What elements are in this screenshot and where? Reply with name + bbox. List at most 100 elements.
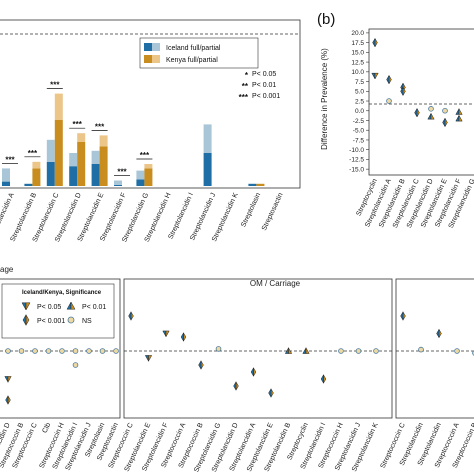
c2-point-1 (144, 355, 153, 363)
c2-point-13 (355, 348, 362, 354)
b-point-1 (371, 72, 379, 80)
b-ytick-15-0: -15.0 (349, 166, 364, 173)
panel-c2-frame (123, 278, 393, 419)
b-ytick-7-5: -7.5 (353, 137, 365, 144)
bar-kenya-full-partial-full-streptolancidin-e (99, 146, 108, 186)
b-ytick-2-5: -2.5 (353, 118, 365, 125)
panel-c3-frame (395, 278, 474, 419)
bar-iceland-full-partial-partial-streptolancidin-d (69, 153, 78, 167)
bar-iceland-full-partial-partial-streptolancidin-e (91, 150, 100, 164)
legend-swatch-iceland-full (144, 43, 152, 51)
bar-iceland-full-partial-full-streptolancidin-f (114, 184, 122, 186)
b-ytick-12-5: 12.5 (351, 59, 364, 66)
bar-iceland-full-partial-partial-streptolancidin-j (203, 124, 212, 153)
b-ytick-0-0: 0.0 (355, 108, 364, 115)
panel-c-legend-text-4: NS (82, 318, 92, 325)
bar-iceland-full-partial-full-streptolancidin-a (2, 181, 10, 186)
b-point-8 (427, 112, 435, 120)
sig-label-streptolancidin-f: *** (117, 168, 127, 177)
c2-point-6 (233, 380, 239, 392)
c2-point-3 (180, 331, 187, 343)
bar-kenya-full-partial-partial-streptolancidin-c (54, 93, 63, 120)
b-point-10 (442, 117, 448, 128)
panel-b-label: (b) (317, 11, 335, 28)
c2-point-2 (162, 330, 170, 338)
legend-swatch-iceland-partial (152, 43, 160, 51)
legend-sig-text-1: P< 0.05 (252, 71, 276, 78)
panel-b-y-axis-label: Difference in Prevalence (%) (320, 48, 329, 150)
panel-c-legend-text-1: P< 0.05 (37, 304, 61, 311)
bar-iceland-full-partial-full-streptolancidin-b (24, 183, 33, 186)
legend-swatch-kenya-partial (152, 55, 160, 63)
b-point-6 (414, 107, 420, 118)
c-legend-marker-circle (67, 316, 75, 324)
c1-point-1 (4, 376, 12, 384)
b-ytick-20-0: 20.0 (351, 30, 364, 37)
bar-kenya-full-partial-full-streptolancidin-g (144, 168, 153, 186)
bar-iceland-full-partial-partial-streptolancidin-a (2, 168, 10, 182)
b-ytick-10-0: -10.0 (349, 147, 364, 154)
legend-label-iceland: Iceland full/partial (166, 45, 221, 52)
sig-label-streptolancidin-e: *** (95, 122, 105, 131)
c3-point-1 (418, 346, 424, 353)
panel-c2-points (128, 310, 379, 399)
panel-a: ************ ********* Streptolancidin AS… (0, 19, 301, 244)
legend-sig-mark-2: ** (242, 82, 249, 91)
sig-label-streptolancidin-a: *** (5, 155, 15, 164)
c3-point-2 (436, 328, 442, 339)
b-ytick-7-5: 7.5 (355, 79, 364, 86)
b-point-2 (386, 74, 392, 85)
c2-point-12 (338, 348, 344, 354)
panel-c3-points (400, 310, 474, 356)
panel-b-points (371, 37, 463, 128)
c1-point-10 (99, 348, 106, 354)
c2-point-7 (250, 366, 257, 378)
bar-iceland-full-partial-full-streptolancidin-g (136, 179, 145, 186)
panel-a-bars (2, 93, 265, 186)
panel-c-legend-text-2: P< 0.01 (82, 304, 106, 311)
b-ytick-5-0: 5.0 (355, 89, 364, 96)
c2-point-14 (373, 348, 379, 354)
bar-iceland-full-partial-full-streptolancidin-c (46, 161, 55, 186)
a-tick-streptosactin: Streptosactin (261, 192, 285, 232)
bar-iceland-full-partial-full-streptolancidin-j (203, 153, 212, 186)
panel-c-legend-title: Iceland/Kenya, Significance (22, 290, 102, 296)
panel-c1-frame (0, 278, 121, 419)
b-point-7 (428, 106, 434, 112)
panel-c1-points (4, 348, 119, 406)
a-tick-streptolancidin-k: Streptolancidin K (211, 192, 240, 243)
panel-c-legend-frame (1, 283, 115, 339)
c2-point-11 (320, 373, 327, 385)
legend-swatch-kenya-full (144, 55, 152, 63)
c1-point-5 (45, 348, 52, 354)
c1-point-8 (72, 362, 79, 368)
panel-c3-x-tick-labels: Streptococcin CStreptolancidinStreptolan… (380, 422, 474, 470)
c2-point-4 (198, 359, 204, 371)
bar-iceland-full-partial-full-streptolancidin-d (69, 166, 78, 186)
panel-c-legend-text-3: P< 0.001 (37, 318, 65, 325)
sig-label-streptolancidin-g: *** (140, 151, 150, 160)
bar-kenya-full-partial-partial-streptolancidin-d (77, 133, 86, 142)
panel-a-legend: Iceland full/partial Kenya full/partial … (139, 37, 280, 102)
c3-point-0 (400, 310, 406, 322)
b-ytick-10-0: 10.0 (351, 69, 364, 76)
panel-c: age OM / Carriage Streptolancidin DStrep… (0, 265, 474, 474)
c1-point-7 (72, 348, 79, 354)
legend-sig-mark-3: *** (239, 93, 249, 102)
a-tick-streptolasin: Streptolasin (240, 192, 262, 229)
bar-kenya-full-partial-full-streptolasin (256, 183, 265, 186)
bar-iceland-full-partial-partial-streptolancidin-c (46, 139, 55, 162)
legend-label-kenya: Kenya full/partial (166, 57, 218, 64)
c-legend-marker-up (66, 301, 76, 310)
c1-point-2 (5, 394, 11, 406)
b-point-9 (442, 107, 448, 114)
panel-b-y-ticks: 20.0 17.5 15.0 12.5 10.0 7.5 5.0 2.5 0.0 -2.5 -5.0… (349, 30, 369, 173)
b-ytick-12-5: -12.5 (349, 157, 364, 164)
panel-c-legend: Iceland/Kenya, Significance P< 0.05 P< 0… (1, 283, 115, 339)
b-point-5 (400, 86, 406, 97)
panel-c2-title: OM / Carriage (250, 279, 301, 288)
bar-kenya-full-partial-full-streptolancidin-b (32, 168, 41, 186)
bar-iceland-full-partial-full-streptolancidin-e (91, 164, 100, 186)
